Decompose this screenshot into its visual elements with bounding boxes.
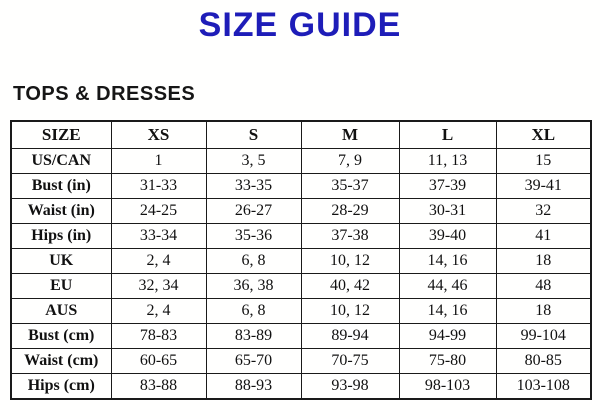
table-row: Hips (in) 33-34 35-36 37-38 39-40 41 [10,223,592,249]
table-cell: 10, 12 [300,298,400,324]
table-cell: 44, 46 [398,273,497,299]
table-cell: 70-75 [300,348,400,374]
column-header: XL [495,120,592,149]
column-header: XS [110,120,207,149]
row-label: EU [10,273,112,299]
table-cell: 65-70 [205,348,302,374]
column-header: M [300,120,400,149]
row-label: Hips (in) [10,223,112,249]
table-cell: 28-29 [300,198,400,224]
table-cell: 83-89 [205,323,302,349]
table-cell: 37-38 [300,223,400,249]
table-cell: 60-65 [110,348,207,374]
row-label: US/CAN [10,148,112,174]
table-cell: 75-80 [398,348,497,374]
section-heading: TOPS & DRESSES [13,83,196,105]
table-cell: 14, 16 [398,248,497,274]
table-cell: 2, 4 [110,248,207,274]
row-label: Waist (cm) [10,348,112,374]
table-cell: 37-39 [398,173,497,199]
row-label: AUS [10,298,112,324]
table-cell: 32, 34 [110,273,207,299]
table-row: Bust (cm) 78-83 83-89 89-94 94-99 99-104 [10,323,592,349]
table-cell: 24-25 [110,198,207,224]
table-cell: 88-93 [205,373,302,399]
table-row: Bust (in) 31-33 33-35 35-37 37-39 39-41 [10,173,592,199]
table-row: EU 32, 34 36, 38 40, 42 44, 46 48 [10,273,592,299]
table-header-row: SIZE XS S M L XL [10,120,592,149]
table-row: AUS 2, 4 6, 8 10, 12 14, 16 18 [10,298,592,324]
table-cell: 31-33 [110,173,207,199]
table-cell: 83-88 [110,373,207,399]
table-cell: 41 [495,223,592,249]
table-cell: 2, 4 [110,298,207,324]
table-cell: 40, 42 [300,273,400,299]
table-cell: 35-37 [300,173,400,199]
table-cell: 93-98 [300,373,400,399]
size-guide-table: SIZE XS S M L XL US/CAN 1 3, 5 7, 9 11, 13 15 Bust … [10,120,592,400]
table-cell: 94-99 [398,323,497,349]
table-cell: 78-83 [110,323,207,349]
table-row: UK 2, 4 6, 8 10, 12 14, 16 18 [10,248,592,274]
table-cell: 18 [495,298,592,324]
table-cell: 3, 5 [205,148,302,174]
table-cell: 80-85 [495,348,592,374]
table-cell: 39-40 [398,223,497,249]
table-cell: 26-27 [205,198,302,224]
table-cell: 33-35 [205,173,302,199]
row-label: Bust (cm) [10,323,112,349]
table-cell: 18 [495,248,592,274]
table-cell: 6, 8 [205,298,302,324]
column-header: S [205,120,302,149]
table-cell: 36, 38 [205,273,302,299]
page-title: SIZE GUIDE [198,6,402,44]
column-header: SIZE [10,120,112,149]
table-cell: 10, 12 [300,248,400,274]
column-header: L [398,120,497,149]
table-cell: 1 [110,148,207,174]
table-cell: 7, 9 [300,148,400,174]
table-cell: 30-31 [398,198,497,224]
table-cell: 89-94 [300,323,400,349]
table-row: Hips (cm) 83-88 88-93 93-98 98-103 103-108 [10,373,592,399]
table-row: Waist (in) 24-25 26-27 28-29 30-31 32 [10,198,592,224]
table-row: US/CAN 1 3, 5 7, 9 11, 13 15 [10,148,592,174]
row-label: Bust (in) [10,173,112,199]
table-row: Waist (cm) 60-65 65-70 70-75 75-80 80-85 [10,348,592,374]
row-label: Hips (cm) [10,373,112,399]
table-cell: 14, 16 [398,298,497,324]
table-cell: 11, 13 [398,148,497,174]
table-cell: 98-103 [398,373,497,399]
row-label: Waist (in) [10,198,112,224]
table-cell: 99-104 [495,323,592,349]
table-cell: 15 [495,148,592,174]
row-label: UK [10,248,112,274]
table-cell: 33-34 [110,223,207,249]
table-cell: 48 [495,273,592,299]
table-cell: 32 [495,198,592,224]
table-cell: 103-108 [495,373,592,399]
table-cell: 6, 8 [205,248,302,274]
table-cell: 35-36 [205,223,302,249]
table-cell: 39-41 [495,173,592,199]
